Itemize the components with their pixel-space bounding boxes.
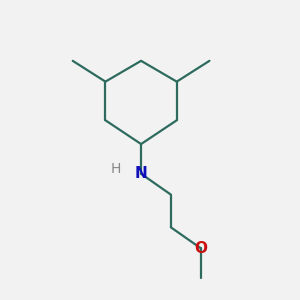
Text: H: H [111, 162, 121, 176]
Text: N: N [135, 166, 148, 181]
Text: O: O [194, 241, 207, 256]
